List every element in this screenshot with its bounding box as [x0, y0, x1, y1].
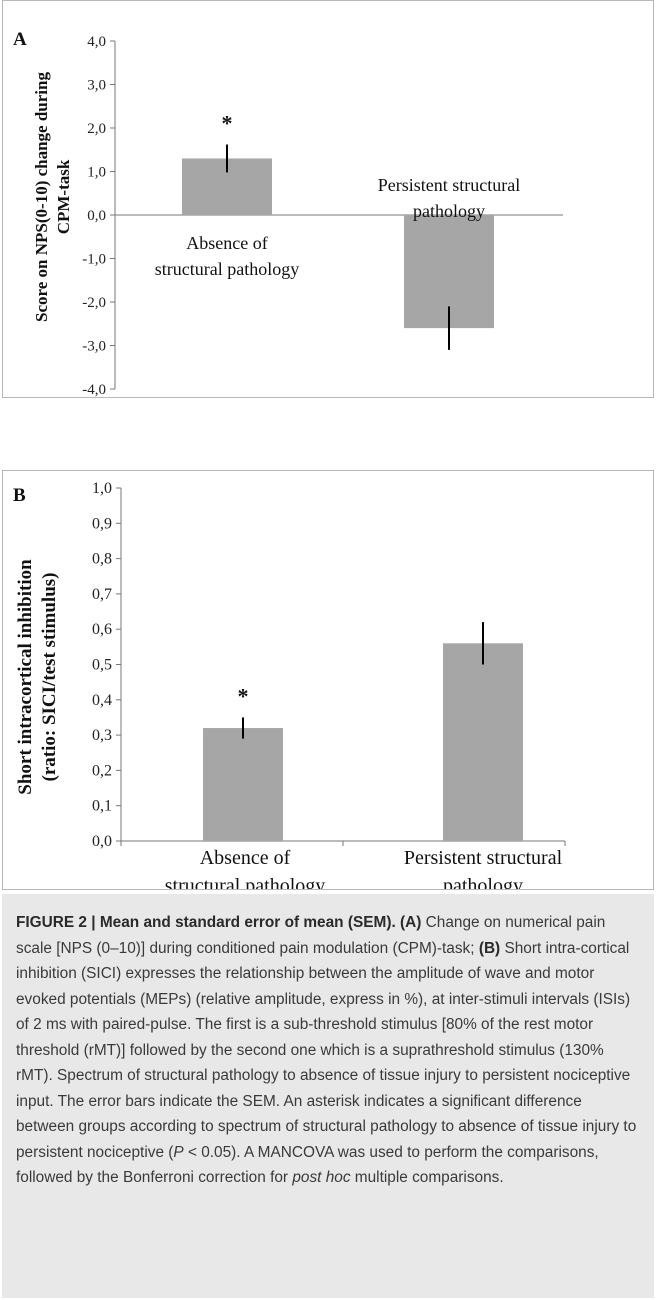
panel-b-letter: B	[13, 485, 26, 506]
panel-a-y-axis-title-line1: Score on NPS(0-10) change during	[32, 72, 51, 322]
panel-a-y-tick-label: 2,0	[87, 121, 106, 137]
chart-panel-a: A Score on NPS(0-10) change during CPM-tas…	[2, 0, 654, 398]
panel-b-y-tick-label: 0,7	[92, 586, 112, 603]
chart-b-svg: B Short intracortical inhibition (ratio: S…	[13, 480, 566, 897]
panel-a-category-label-2-line2: pathology	[413, 201, 485, 221]
caption-posthoc: post hoc	[292, 1169, 351, 1186]
panel-b-category-label-2-line1: Persistent structural	[404, 847, 563, 869]
panel-b-y-axis-title-line2: (ratio: SICI/test stimulus)	[39, 573, 60, 782]
chart-panel-b: B Short intracortical inhibition (ratio: S…	[2, 470, 654, 897]
panel-a-y-tick-label: 3,0	[87, 78, 106, 94]
panel-b-bar-1	[203, 728, 283, 841]
panel-b-category-label-2-line2: pathology	[443, 875, 523, 889]
panel-a-category-label-1-line1: Absence of	[186, 233, 267, 253]
caption-ref-a: (A)	[400, 914, 422, 931]
caption-p-text: < 0.05). A MANCOVA was used to perform t…	[16, 1143, 599, 1187]
panel-b-y-tick-label: 0,0	[92, 833, 112, 850]
panel-a-y-tick-label: -3,0	[82, 339, 106, 355]
panel-b-y-tick-label: 0,6	[92, 621, 112, 638]
caption-text-a: Change on numerical pain scale [NPS (0–1…	[16, 914, 606, 957]
panel-b-bar-2	[443, 643, 523, 841]
panel-b-significance-marker-1: *	[238, 683, 249, 708]
caption-ref-b: (B)	[478, 939, 501, 957]
panel-b-y-tick-label: 0,2	[92, 762, 112, 779]
panel-a-y-tick-label: -2,0	[82, 295, 106, 311]
panel-a-y-tick-label: 0,0	[87, 208, 106, 224]
figure-caption: FIGURE 2 | Mean and standard error of me…	[16, 910, 640, 1191]
panel-b-y-tick-label: 0,3	[92, 727, 112, 744]
panel-b-category-label-1-line2: structural pathology	[165, 875, 326, 889]
caption-tail: multiple comparisons.	[350, 1169, 504, 1186]
panel-a-y-axis-title-line2: CPM-task	[54, 159, 73, 234]
panel-a-significance-marker-1: *	[222, 111, 233, 136]
panel-a-category-label-2-line1: Persistent structural	[378, 175, 520, 195]
panel-a-y-tick-label: -1,0	[82, 252, 106, 268]
panel-a-category-label-1-line2: structural pathology	[155, 259, 299, 279]
panel-b-y-tick-label: 0,1	[92, 798, 112, 815]
panel-a-y-tick-label: 1,0	[87, 165, 106, 181]
caption-p-var: P	[173, 1143, 184, 1161]
panel-b-y-tick-label: 0,5	[92, 657, 112, 674]
caption-text-b: Short intra-cortical inhibition (SICI) e…	[16, 939, 637, 1161]
figure-caption-box: FIGURE 2 | Mean and standard error of me…	[2, 894, 654, 1298]
panel-b-y-tick-label: 0,8	[92, 551, 112, 568]
panel-a-y-tick-label: -4,0	[82, 382, 106, 397]
panel-b-category-label-1-line1: Absence of	[200, 847, 291, 869]
panel-b-y-tick-label: 0,4	[92, 692, 112, 709]
panel-b-y-tick-label: 1,0	[92, 480, 112, 497]
chart-a-svg: A Score on NPS(0-10) change during CPM-tas…	[13, 29, 563, 398]
panel-b-y-axis-title-line1: Short intracortical inhibition	[15, 559, 36, 795]
panel-b-y-tick-label: 0,9	[92, 515, 112, 532]
caption-lead: FIGURE 2 | Mean and standard error of me…	[16, 914, 396, 931]
panel-a-letter: A	[13, 29, 27, 50]
panel-a-y-tick-label: 4,0	[87, 34, 106, 50]
